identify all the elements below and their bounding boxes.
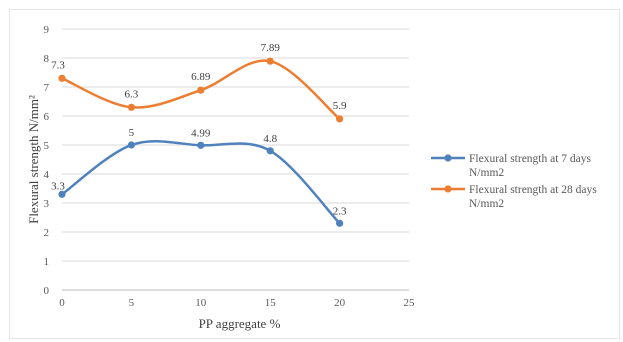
x-tick-label: 0 xyxy=(59,297,65,309)
legend-label: N/mm2 xyxy=(469,198,504,210)
y-tick-label: 1 xyxy=(44,256,50,268)
data-point xyxy=(58,190,66,198)
data-point xyxy=(266,57,274,65)
data-point xyxy=(127,141,135,149)
data-point xyxy=(336,115,344,123)
series-group: 3.3 5 4.99 4.8 2.3 7.3 6.3 6.89 7.89 5.9 xyxy=(51,42,347,227)
series-28-days: 7.3 6.3 6.89 7.89 5.9 xyxy=(51,42,347,123)
data-point xyxy=(336,219,344,227)
y-tick-label: 8 xyxy=(44,53,50,65)
x-tick-label: 20 xyxy=(334,297,346,309)
legend-item: Flexural strength at 28 days N/mm2 xyxy=(431,184,597,210)
y-tick-label: 5 xyxy=(44,140,50,152)
legend-label: Flexural strength at 28 days xyxy=(469,184,597,196)
y-tick-label: 2 xyxy=(44,227,50,239)
x-tick-label: 15 xyxy=(265,297,277,309)
legend-label: N/mm2 xyxy=(469,167,504,179)
y-tick-label: 6 xyxy=(44,111,50,123)
legend-label: Flexural strength at 7 days xyxy=(469,153,592,165)
x-tick-label: 10 xyxy=(195,297,207,309)
y-tick-label: 7 xyxy=(44,82,50,94)
series-7-days: 3.3 5 4.99 4.8 2.3 xyxy=(51,127,347,227)
x-axis-title: PP aggregate % xyxy=(199,316,281,331)
data-point xyxy=(197,86,205,94)
data-label: 3.3 xyxy=(51,180,65,192)
data-label: 6.3 xyxy=(125,88,139,100)
y-tick-label: 0 xyxy=(44,285,50,297)
data-label: 5 xyxy=(129,127,135,139)
data-label: 7.89 xyxy=(261,42,281,54)
y-axis-title: Flexural strength N/mm² xyxy=(26,95,41,224)
series-line xyxy=(61,139,341,225)
legend-swatch-marker xyxy=(444,154,452,162)
data-point xyxy=(58,74,66,82)
x-tick-label: 25 xyxy=(404,297,416,309)
data-point xyxy=(266,147,274,155)
data-label: 6.89 xyxy=(191,71,211,83)
legend-item: Flexural strength at 7 days N/mm2 xyxy=(431,153,592,179)
data-point xyxy=(127,103,135,111)
x-axis-ticks: 0 5 10 15 20 25 xyxy=(59,297,415,309)
y-tick-label: 9 xyxy=(44,24,50,36)
y-tick-label: 3 xyxy=(44,198,50,210)
data-label: 7.3 xyxy=(51,59,65,71)
data-label: 4.99 xyxy=(191,127,211,139)
legend-swatch-marker xyxy=(444,185,452,193)
gridlines xyxy=(62,28,409,291)
data-label: 2.3 xyxy=(333,205,347,217)
data-label: 5.9 xyxy=(333,100,347,112)
x-tick-label: 5 xyxy=(129,297,135,309)
data-label: 4.8 xyxy=(263,133,277,145)
data-point xyxy=(197,141,205,149)
y-axis-ticks: 0 1 2 3 4 5 6 7 8 9 xyxy=(44,24,50,297)
y-tick-label: 4 xyxy=(44,169,50,181)
legend: Flexural strength at 7 daysN/mm2Flexural… xyxy=(431,153,597,210)
